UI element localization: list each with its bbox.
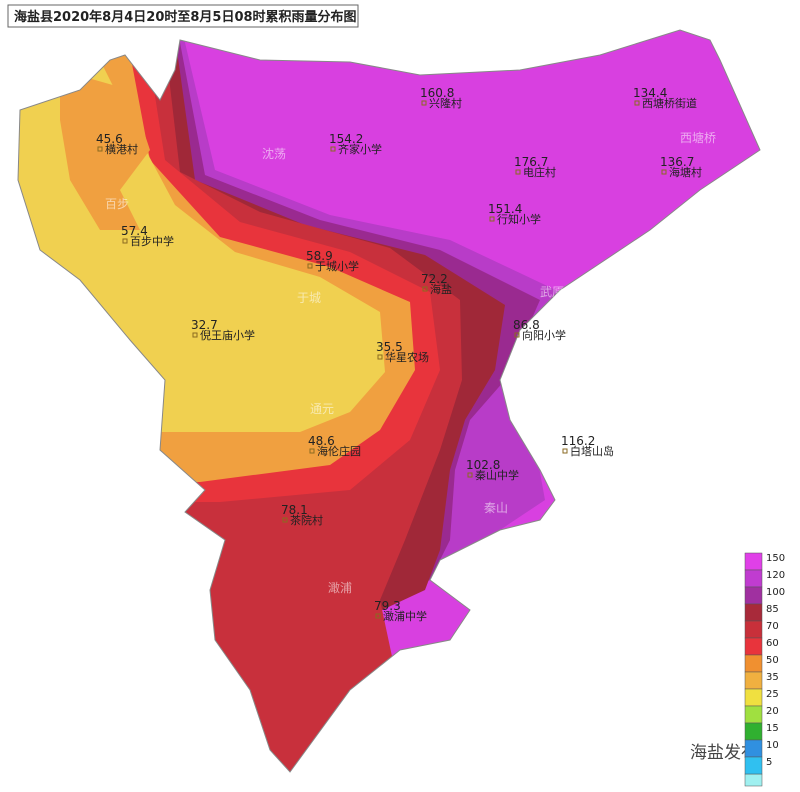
station-value: 151.4	[488, 202, 522, 216]
station-value: 48.6	[308, 434, 335, 448]
station-marker	[515, 169, 521, 175]
region-label: 百步	[105, 197, 129, 211]
region-label: 秦山	[484, 501, 508, 515]
station-value: 134.4	[633, 86, 667, 100]
legend-swatch	[744, 739, 763, 758]
legend-label: 25	[766, 689, 779, 700]
station-marker	[562, 448, 568, 454]
station-name: 倪王庙小学	[200, 328, 255, 342]
legend-label: 5	[766, 757, 772, 768]
station-value: 72.2	[421, 272, 448, 286]
map-title: 海盐县2020年8月4日20时至8月5日08时累积雨量分布图	[14, 9, 357, 25]
legend-swatch	[744, 671, 763, 690]
station-name: 齐家小学	[338, 142, 382, 156]
station-marker	[377, 354, 383, 360]
station-value: 116.2	[561, 434, 595, 448]
station-name: 茶院村	[290, 513, 323, 527]
station-marker	[282, 517, 288, 523]
legend-swatch	[744, 620, 763, 639]
station-marker	[634, 100, 640, 106]
title-box	[7, 4, 359, 28]
legend-swatch	[744, 654, 763, 673]
legend-label: 20	[766, 706, 779, 717]
legend-label: 50	[766, 655, 779, 666]
station-marker	[97, 146, 103, 152]
station-name: 于城小学	[315, 259, 359, 273]
legend-swatch	[744, 586, 763, 605]
legend-swatch	[744, 569, 763, 588]
station-name: 行知小学	[497, 212, 541, 226]
station-name: 海盐	[430, 282, 452, 296]
station-marker	[330, 146, 336, 152]
legend-swatch	[744, 637, 763, 656]
legend-label: 100	[766, 587, 785, 598]
station-name: 百步中学	[130, 234, 174, 248]
station-name: 澉浦中学	[383, 609, 427, 623]
legend-swatch	[744, 705, 763, 724]
station-name: 海塘村	[669, 165, 702, 179]
region-label: 沈荡	[262, 146, 286, 161]
station-marker	[192, 332, 198, 338]
legend-label: 60	[766, 638, 779, 649]
legend-swatch	[744, 603, 763, 622]
county-outline	[17, 29, 761, 773]
legend-swatch	[744, 773, 763, 787]
legend-label: 150	[766, 553, 785, 564]
station-value: 45.6	[96, 132, 123, 146]
station-value: 136.7	[660, 155, 694, 169]
station-value: 35.5	[376, 340, 403, 354]
station-marker	[467, 472, 473, 478]
station-name: 西塘桥街道	[642, 96, 697, 110]
station-marker	[422, 286, 428, 292]
legend-label: 35	[766, 672, 779, 683]
station-name: 向阳小学	[522, 328, 566, 342]
station-name: 电庄村	[523, 165, 556, 179]
station-marker	[375, 613, 381, 619]
station-marker	[661, 169, 667, 175]
station-name: 白塔山岛	[570, 444, 614, 458]
region-label: 通元	[310, 402, 334, 416]
station-value: 79.3	[374, 599, 401, 613]
station-name: 秦山中学	[475, 468, 519, 482]
legend-swatch	[744, 688, 763, 707]
region-label: 澉浦	[328, 581, 352, 595]
region-label: 武原	[540, 285, 564, 299]
legend-label: 85	[766, 604, 779, 615]
station-name: 华星农场	[385, 350, 429, 364]
legend-label: 70	[766, 621, 779, 632]
legend-label: 15	[766, 723, 779, 734]
station-marker	[489, 216, 495, 222]
legend-label: 120	[766, 570, 785, 581]
region-label: 西塘桥	[680, 130, 716, 145]
station-value: 160.8	[420, 86, 454, 100]
station-value: 32.7	[191, 318, 218, 332]
region-label: 于城	[297, 291, 321, 305]
station-marker	[122, 238, 128, 244]
station-value: 58.9	[306, 249, 333, 263]
station-marker	[514, 332, 520, 338]
legend-swatch	[744, 552, 763, 571]
station-value: 78.1	[281, 503, 308, 517]
station-name: 横港村	[105, 142, 138, 156]
station-value: 102.8	[466, 458, 500, 472]
legend-swatch	[744, 722, 763, 741]
legend-swatch	[744, 756, 763, 775]
station-value: 176.7	[514, 155, 548, 169]
station-value: 154.2	[329, 132, 363, 146]
station-value: 86.8	[513, 318, 540, 332]
station-marker	[421, 100, 427, 106]
legend-label: 10	[766, 740, 779, 751]
station-name: 兴隆村	[429, 96, 462, 110]
watermark: 海盐发布	[690, 743, 758, 763]
station-value: 57.4	[121, 224, 148, 238]
station-name: 海伦庄园	[317, 444, 361, 458]
station-marker	[307, 263, 313, 269]
station-marker	[309, 448, 315, 454]
